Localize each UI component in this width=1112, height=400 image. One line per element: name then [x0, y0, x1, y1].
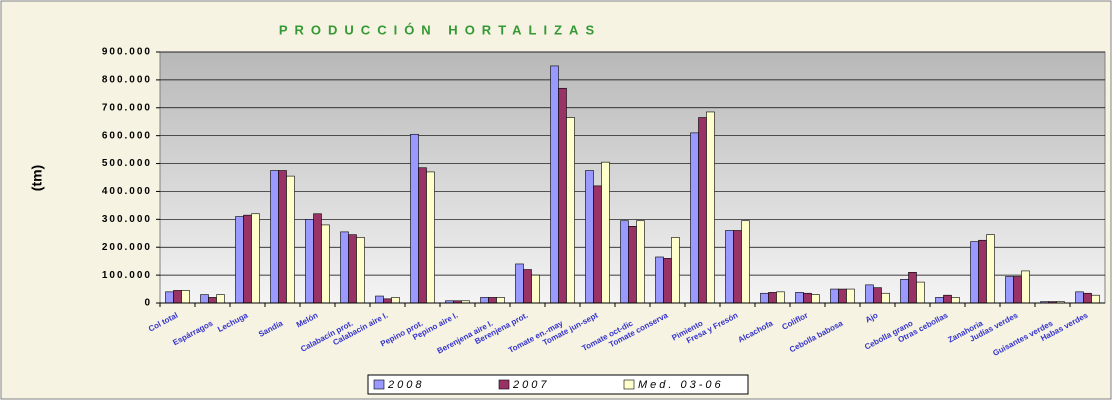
bar — [943, 294, 952, 304]
bar — [531, 274, 540, 304]
bar — [1005, 276, 1014, 304]
bar — [523, 269, 532, 304]
bar — [776, 291, 785, 304]
bar — [986, 234, 995, 304]
bar — [1083, 292, 1092, 304]
bar — [383, 298, 392, 304]
bar — [593, 185, 602, 304]
y-tick-label: 500.000 — [102, 158, 152, 169]
bar — [838, 288, 847, 304]
y-tick-label: 600.000 — [102, 130, 152, 141]
bar — [725, 230, 734, 304]
bar — [208, 297, 217, 304]
y-tick-label: 800.000 — [102, 75, 152, 86]
bar — [375, 295, 384, 304]
legend-swatch — [373, 379, 385, 390]
bar — [706, 111, 715, 304]
bar — [251, 213, 260, 304]
bar — [741, 220, 750, 304]
bar — [663, 258, 672, 304]
legend-label: Med. 03-06 — [638, 379, 724, 391]
bar — [795, 292, 804, 304]
bar — [768, 292, 777, 304]
bar — [550, 65, 559, 304]
bar — [243, 214, 252, 304]
bar — [418, 167, 427, 304]
y-tick-label: 100.000 — [102, 270, 152, 281]
bar — [636, 220, 645, 304]
bar — [558, 87, 567, 304]
bar — [200, 294, 209, 304]
bar — [935, 297, 944, 304]
bar — [970, 241, 979, 304]
chart-title: PRODUCCIÓN HORTALIZAS — [279, 22, 601, 37]
bar — [733, 230, 742, 304]
bar — [356, 237, 365, 304]
bar — [181, 290, 190, 304]
legend-swatch — [498, 379, 510, 390]
bar — [900, 278, 909, 304]
bar — [173, 290, 182, 304]
bar — [846, 288, 855, 304]
bar — [278, 170, 287, 304]
bar — [811, 294, 820, 304]
bar — [698, 117, 707, 304]
bar — [655, 256, 664, 304]
legend-swatch — [623, 379, 635, 390]
bar — [951, 297, 960, 304]
legend-label: 2008 — [387, 379, 424, 391]
bar — [480, 297, 489, 304]
bar — [1091, 294, 1100, 304]
y-axis-label: (tm) — [29, 165, 45, 191]
bar — [628, 226, 637, 304]
bar — [235, 216, 244, 304]
bar — [340, 231, 349, 304]
bar — [601, 161, 610, 304]
bar — [348, 234, 357, 304]
bar — [865, 284, 874, 304]
bar — [620, 220, 629, 304]
bar — [313, 213, 322, 304]
bar — [566, 117, 575, 304]
y-tick-label: 900.000 — [102, 47, 152, 58]
legend-label: 2007 — [512, 379, 549, 391]
y-tick-label: 200.000 — [102, 242, 152, 253]
bar — [1075, 291, 1084, 304]
bar — [803, 292, 812, 304]
bar — [488, 297, 497, 304]
bar — [426, 171, 435, 304]
bar — [496, 297, 505, 304]
bar — [391, 297, 400, 304]
bar — [760, 292, 769, 304]
bar — [690, 132, 699, 304]
bar — [1013, 276, 1022, 304]
bar — [671, 237, 680, 304]
bar — [216, 294, 225, 304]
bar — [515, 263, 524, 304]
y-tick-label: 0 — [144, 298, 152, 309]
bar — [873, 287, 882, 304]
bar — [916, 281, 925, 304]
y-tick-label: 400.000 — [102, 186, 152, 197]
bar — [321, 224, 330, 304]
legend — [367, 374, 749, 395]
bar — [585, 170, 594, 304]
bar — [1021, 270, 1030, 304]
bar — [908, 272, 917, 304]
bar — [830, 288, 839, 304]
bar — [165, 291, 174, 304]
bar — [305, 219, 314, 304]
y-tick-label: 700.000 — [102, 102, 152, 113]
bar — [286, 175, 295, 304]
bar — [410, 133, 419, 304]
y-tick-label: 300.000 — [102, 214, 152, 225]
bar — [881, 292, 890, 304]
bar — [270, 170, 279, 304]
bar — [978, 239, 987, 304]
